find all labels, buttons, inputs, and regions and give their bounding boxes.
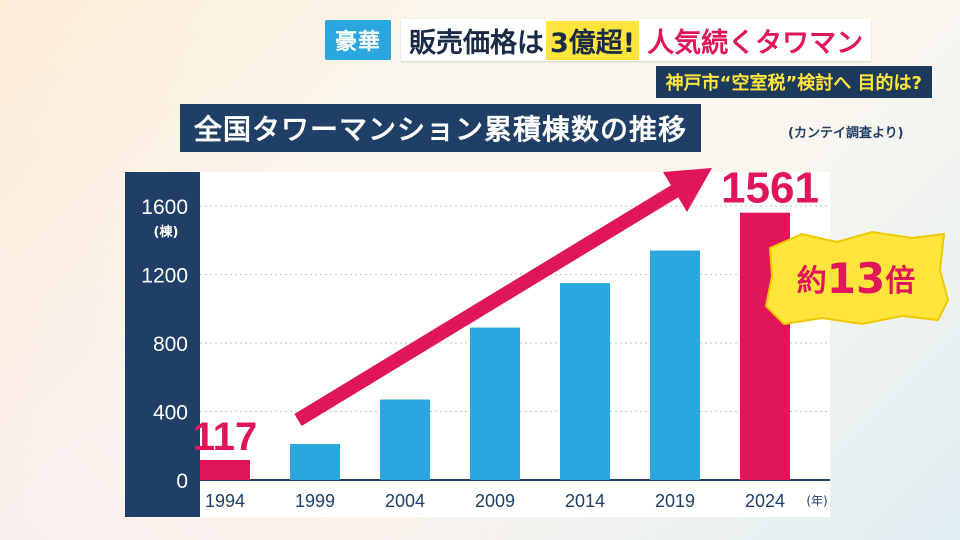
bar-2009 [470, 327, 520, 480]
y-axis-unit-label: (棟) [154, 224, 179, 240]
x-tick-label: 2019 [655, 491, 695, 511]
x-tick-label: 2004 [385, 491, 425, 511]
y-tick-label: 400 [153, 402, 188, 425]
y-tick-label: 1200 [141, 265, 188, 288]
headline: 豪華 販売価格は 3億超! 人気続くタワマン [325, 18, 945, 62]
x-tick-label: 2024 [745, 491, 785, 511]
callout-burst-shape [764, 230, 950, 326]
growth-arrow-shaft [294, 182, 684, 426]
callout-text: 約 13 倍 [762, 230, 950, 326]
headline-part2: 人気続くタワマン [647, 27, 864, 59]
y-tick-label: 800 [153, 333, 188, 356]
subheadline: 神戸市“空室税”検討へ 目的は? [655, 66, 932, 98]
value-label-2024: 1561 [721, 164, 819, 213]
source-note: (カンテイ調査より) [788, 126, 904, 141]
headline-text-box: 販売価格は 3億超! 人気続くタワマン [401, 19, 872, 61]
bar-1999 [290, 444, 340, 480]
y-tick-label: 0 [176, 470, 188, 493]
x-tick-label: 2014 [565, 491, 605, 511]
callout-suffix: 倍 [885, 264, 916, 299]
x-axis-unit-label: (年) [806, 494, 827, 508]
bar-2019 [650, 250, 700, 480]
bar-2004 [380, 399, 430, 480]
callout-badge: 約 13 倍 [762, 230, 950, 326]
y-axis-band [125, 172, 200, 517]
bar-2014 [560, 283, 610, 480]
x-tick-label: 1994 [205, 491, 245, 511]
headline-highlight: 3億超! [546, 20, 640, 60]
callout-number: 13 [826, 253, 886, 303]
headline-part1: 販売価格は [409, 27, 545, 59]
growth-arrow-head [663, 168, 712, 212]
headline-tag: 豪華 [325, 20, 392, 60]
value-label-1994: 117 [193, 415, 258, 459]
callout-prefix: 約 [796, 264, 827, 299]
x-tick-label: 2009 [475, 491, 515, 511]
chart-title: 全国タワーマンション累積棟数の推移 [180, 104, 702, 152]
bar-1994 [200, 459, 250, 480]
y-tick-label: 1600 [141, 196, 188, 219]
x-tick-label: 1999 [295, 491, 335, 511]
